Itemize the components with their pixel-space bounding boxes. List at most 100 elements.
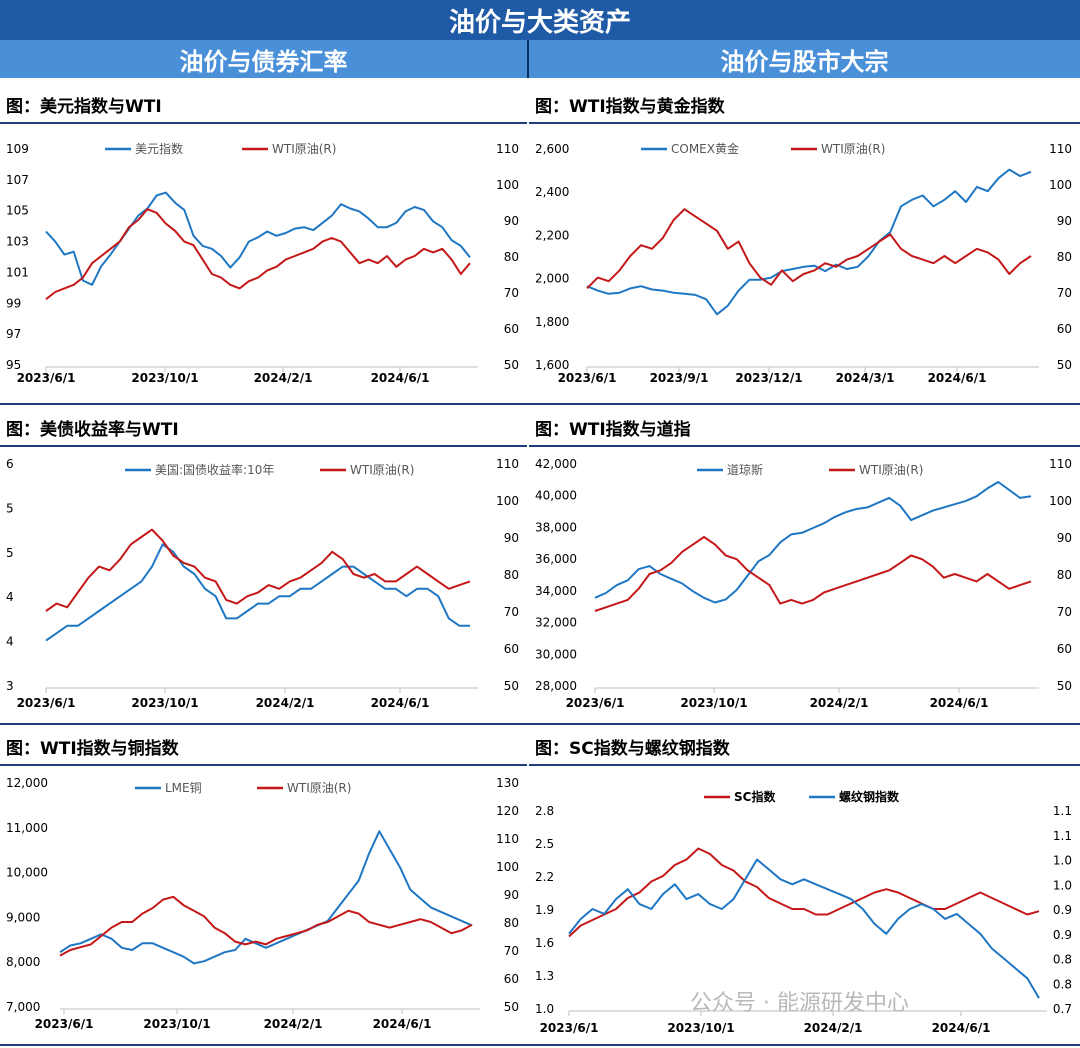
legend-label-0: COMEX黄金 <box>671 141 739 156</box>
y-left-tick-label: 42,000 <box>535 457 577 471</box>
legend-label-1: WTI原油(R) <box>287 781 351 795</box>
y-left-tick-label: 105 <box>6 204 29 218</box>
y-right-tick-label: 70 <box>504 605 519 619</box>
y-right-tick-label: 70 <box>1057 605 1072 619</box>
y-left-tick-label: 5 <box>6 546 14 560</box>
y-right-tick-label: 50 <box>504 358 519 372</box>
y-left-tick-label: 103 <box>6 235 29 249</box>
chart-title-copper: 图：WTI指数与铜指数 <box>6 739 179 759</box>
y-left-tick-label: 9,000 <box>6 910 40 924</box>
y-right-tick-label: 90 <box>1057 214 1072 228</box>
y-right-tick-label: 60 <box>504 322 519 336</box>
series-line-1 <box>594 536 1032 612</box>
y-right-tick-label: 50 <box>1057 358 1072 372</box>
y-right-tick-label: 80 <box>1057 250 1072 264</box>
y-right-tick-label: 110 <box>1049 142 1072 156</box>
y-right-tick-label: 1.0 <box>1053 854 1072 868</box>
y-left-tick-label: 5 <box>6 501 14 515</box>
y-right-tick-label: 70 <box>1057 286 1072 300</box>
series-line-1 <box>45 208 471 300</box>
watermark-text: 公众号 · 能源研发中心 <box>690 991 909 1016</box>
chart-title-gold: 图：WTI指数与黄金指数 <box>535 97 725 117</box>
y-left-tick-label: 2,400 <box>535 185 569 199</box>
y-right-tick-label: 90 <box>504 214 519 228</box>
y-right-tick-label: 90 <box>1057 531 1072 545</box>
x-tick-label: 2024/2/1 <box>264 1017 323 1031</box>
chart-panel-ust: 图：美债收益率与WTI 6 5 5 4 4 3 110 100 90 80 70 60 50 2023/6… <box>0 417 527 720</box>
y-left-tick-label: 3 <box>6 679 14 693</box>
chart-sc: 2.8 2.5 2.2 1.9 1.6 1.3 1.0 1.1 1.1 1.0 1.0 0.9 0.9 0… <box>535 789 1072 1035</box>
chart-title-dow: 图：WTI指数与道指 <box>535 420 691 440</box>
y-right-tick-label: 100 <box>1049 494 1072 508</box>
y-right-tick-label: 60 <box>1057 642 1072 656</box>
chart-title-usd: 图：美元指数与WTI <box>6 97 162 117</box>
row-divider-1 <box>0 403 1080 405</box>
x-tick-label: 2024/6/1 <box>371 371 430 385</box>
x-tick-label: 2023/9/1 <box>650 371 709 385</box>
y-left-tick-label: 11,000 <box>6 821 48 835</box>
page-title: 油价与大类资产 <box>448 7 631 38</box>
y-left-tick-label: 107 <box>6 173 29 187</box>
y-left-tick-label: 1.3 <box>535 969 554 983</box>
chart-panel-dow: 图：WTI指数与道指 42,000 40,000 38,000 36,000 34,00… <box>529 417 1080 720</box>
y-right-tick-label: 90 <box>504 531 519 545</box>
x-tick-label: 2023/10/1 <box>131 696 198 710</box>
y-right-tick-label: 1.1 <box>1053 804 1072 818</box>
y-left-tick-label: 109 <box>6 142 29 156</box>
series-line-0 <box>45 191 471 286</box>
title-rule-copper <box>0 764 527 766</box>
series-line-0 <box>586 168 1032 316</box>
x-tick-label: 2024/2/1 <box>810 696 869 710</box>
y-left-tick-label: 2,000 <box>535 272 569 286</box>
chart-panel-usd: 图：美元指数与WTI 109 107 105 103 101 99 97 95 110 100 90… <box>0 94 527 400</box>
y-left-tick-label: 97 <box>6 327 21 341</box>
y-left-tick-label: 12,000 <box>6 776 48 790</box>
y-left-tick-label: 40,000 <box>535 489 577 503</box>
y-left-tick-label: 2,600 <box>535 142 569 156</box>
y-right-tick-label: 100 <box>496 860 519 874</box>
y-left-tick-label: 38,000 <box>535 520 577 534</box>
row-divider-3 <box>0 1044 1080 1046</box>
x-tick-label: 2023/10/1 <box>131 371 198 385</box>
x-tick-label: 2023/12/1 <box>735 371 802 385</box>
row-divider-2 <box>0 723 1080 725</box>
y-right-tick-label: 0.8 <box>1053 977 1072 991</box>
y-left-tick-label: 30,000 <box>535 647 577 661</box>
title-rule-gold <box>529 122 1080 124</box>
y-left-tick-label: 4 <box>6 635 14 649</box>
y-right-tick-label: 70 <box>504 286 519 300</box>
y-right-tick-label: 100 <box>496 494 519 508</box>
y-right-tick-label: 0.8 <box>1053 953 1072 967</box>
y-right-tick-label: 80 <box>504 250 519 264</box>
y-right-tick-label: 90 <box>504 888 519 902</box>
y-right-tick-label: 50 <box>504 679 519 693</box>
legend-label-0: 道琼斯 <box>727 462 763 477</box>
y-left-tick-label: 1,600 <box>535 358 569 372</box>
x-tick-label: 2024/6/1 <box>932 1021 991 1035</box>
legend-label-1: WTI原油(R) <box>350 463 414 477</box>
x-tick-label: 2023/6/1 <box>17 371 76 385</box>
x-tick-label: 2023/10/1 <box>667 1021 734 1035</box>
x-tick-label: 2024/2/1 <box>804 1021 863 1035</box>
y-right-tick-label: 60 <box>1057 322 1072 336</box>
page-banner: 油价与大类资产 <box>0 0 1080 42</box>
left-column-header: 油价与债券汇率 <box>0 40 527 78</box>
y-right-tick-label: 110 <box>496 457 519 471</box>
x-tick-label: 2023/10/1 <box>143 1017 210 1031</box>
y-right-tick-label: 50 <box>504 1000 519 1014</box>
chart-title-ust: 图：美债收益率与WTI <box>6 420 179 440</box>
x-tick-label: 2024/2/1 <box>254 371 313 385</box>
x-tick-label: 2023/6/1 <box>17 696 76 710</box>
y-left-tick-label: 6 <box>6 457 14 471</box>
x-tick-label: 2023/6/1 <box>540 1021 599 1035</box>
x-tick-label: 2023/6/1 <box>566 696 625 710</box>
y-right-tick-label: 120 <box>496 804 519 818</box>
legend-label-1: 螺纹钢指数 <box>839 789 900 804</box>
x-tick-label: 2024/6/1 <box>371 696 430 710</box>
x-tick-label: 2024/6/1 <box>928 371 987 385</box>
y-left-tick-label: 99 <box>6 296 21 310</box>
y-right-tick-label: 80 <box>504 568 519 582</box>
series-line-1 <box>45 528 471 612</box>
chart-ust: 6 5 5 4 4 3 110 100 90 80 70 60 50 2023/6/1 2023/10/1 2… <box>6 457 519 710</box>
title-rule-dow <box>529 445 1080 447</box>
